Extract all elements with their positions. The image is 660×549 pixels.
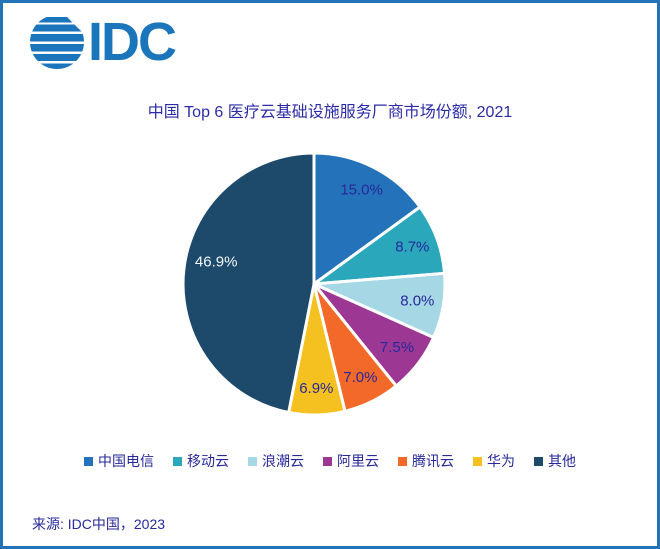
- idc-logo: IDC: [30, 12, 177, 72]
- legend-item-ali-cloud: 阿里云: [323, 451, 379, 471]
- legend-label: 移动云: [187, 453, 229, 469]
- legend-marker: [84, 456, 93, 466]
- legend-item-inspur-cloud: 浪潮云: [248, 451, 304, 471]
- legend-marker: [534, 456, 543, 466]
- legend-item-mobile-cloud: 移动云: [173, 451, 229, 471]
- legend-label: 阿里云: [337, 453, 379, 469]
- pie-label-6: 46.9%: [195, 253, 238, 270]
- legend: 中国电信 移动云 浪潮云 阿里云 腾讯云 华为 其他: [3, 451, 657, 471]
- pie-chart: 15.0% 8.7% 8.0% 7.5%7.0% 6.9% 46.9%: [181, 151, 447, 417]
- legend-label: 中国电信: [98, 453, 154, 469]
- chart-title: 中国 Top 6 医疗云基础设施服务厂商市场份额, 2021: [147, 104, 513, 121]
- legend-marker: [323, 456, 332, 466]
- legend-marker: [398, 456, 407, 466]
- pie-label-0: 15.0%: [340, 182, 383, 199]
- source-note: 来源: IDC中国，2023: [32, 516, 166, 532]
- legend-item-tencent-cloud: 腾讯云: [398, 451, 454, 471]
- pie-slice-6: [181, 151, 316, 415]
- legend-item-others: 其他: [534, 451, 576, 471]
- idc-globe-icon: [30, 15, 84, 69]
- pie-label-3: 7.5%: [380, 339, 414, 356]
- pie-label-5: 6.9%: [299, 380, 333, 397]
- legend-item-china-telecom: 中国电信: [84, 451, 154, 471]
- legend-label: 浪潮云: [262, 453, 304, 469]
- legend-label: 华为: [487, 453, 515, 469]
- legend-marker: [173, 456, 182, 466]
- legend-item-huawei: 华为: [473, 451, 515, 471]
- pie-label-1: 8.7%: [395, 239, 429, 256]
- legend-marker: [248, 456, 257, 466]
- pie-label-2: 8.0%: [400, 293, 434, 310]
- legend-label: 腾讯云: [412, 453, 454, 469]
- legend-marker: [473, 456, 482, 466]
- idc-logo-text: IDC: [88, 12, 177, 72]
- legend-label: 其他: [548, 453, 576, 469]
- pie-label-4: 7.0%: [343, 369, 377, 386]
- pie-slice-0: [312, 151, 422, 286]
